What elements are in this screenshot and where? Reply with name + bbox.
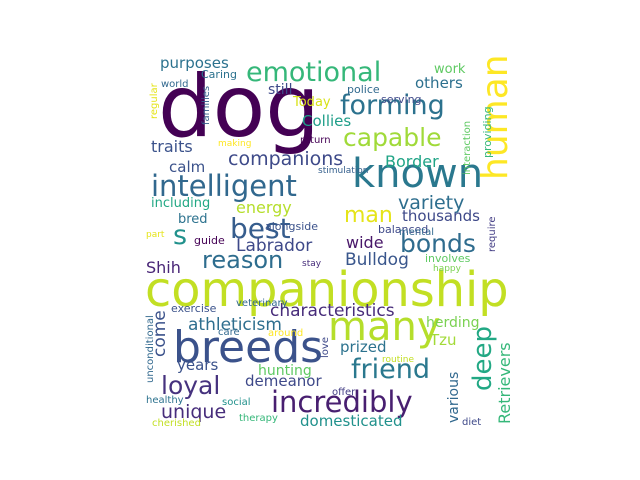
word-police: police (347, 83, 380, 96)
word-cherished: cherished (152, 418, 201, 429)
word-capable: capable (343, 123, 441, 152)
word-families: families (201, 86, 212, 125)
word-unconditional: unconditional (145, 315, 156, 383)
word-characteristics: characteristics (270, 301, 395, 321)
word-making: making (218, 139, 251, 149)
word-mental: mental (399, 227, 434, 238)
word-happy: happy (433, 264, 462, 274)
word-routine: routine (382, 355, 414, 365)
word-regular: regular (149, 82, 160, 119)
word-love: love (320, 337, 331, 358)
word-wide: wide (346, 233, 384, 252)
word-today: Today (292, 95, 331, 110)
word-companionship: companionship (145, 263, 509, 318)
word-various: various (446, 372, 462, 423)
word-alongside: alongside (265, 220, 318, 233)
word-world: world (161, 79, 189, 90)
word-balanced: balanced (378, 223, 428, 236)
word-forming: forming (340, 90, 445, 121)
word-part: part (146, 230, 165, 240)
word-return: return (300, 135, 331, 146)
word-thousands: thousands (402, 207, 480, 225)
word-herding: herding (426, 315, 480, 331)
word-therapy: therapy (239, 413, 278, 424)
word-caring: Caring (201, 68, 237, 81)
word-providing: providing (481, 106, 494, 158)
word-intelligent: intelligent (151, 169, 297, 203)
word-reason: reason (202, 246, 283, 274)
word-best: best (230, 212, 291, 245)
word-incredibly: incredibly (271, 385, 413, 419)
word-dog: dog (158, 57, 320, 157)
word-work: work (434, 62, 466, 77)
word-human: human (475, 54, 516, 180)
word-loyal: loyal (161, 371, 220, 400)
word-require: require (487, 216, 498, 252)
word-prized: prized (340, 338, 386, 356)
word-stay: stay (302, 259, 322, 269)
word-guide: guide (194, 234, 225, 247)
word-retrievers: Retrievers (495, 342, 514, 424)
word-care: care (218, 327, 240, 338)
word-calm: calm (169, 158, 205, 176)
word-exercise: exercise (171, 302, 217, 315)
word-veterinary: veterinary (236, 298, 288, 309)
word-demeanor: demeanor (245, 372, 322, 390)
word-years: years (177, 356, 218, 374)
word-tzu: Tzu (429, 331, 457, 349)
word-interaction: interaction (462, 121, 473, 175)
word-including: including (151, 196, 210, 211)
word-many: many (328, 304, 441, 350)
word-border: Border (385, 152, 439, 171)
word-emotional: emotional (246, 57, 381, 88)
word-around: around (268, 328, 303, 339)
word-variety: variety (398, 192, 464, 214)
word-bulldog: Bulldog (345, 250, 409, 270)
word-man: man (344, 203, 393, 228)
word-still: still (268, 82, 292, 98)
word-healthy: healthy (146, 395, 184, 406)
word-known: known (352, 151, 483, 197)
word-traits: traits (151, 137, 193, 156)
word-friend: friend (351, 354, 430, 385)
word-offer: offer (332, 387, 356, 398)
word-shih: Shih (146, 258, 181, 277)
word-diet: diet (462, 417, 481, 428)
word-deep: deep (468, 326, 498, 391)
word-collies: Collies (302, 112, 351, 130)
word-labrador: Labrador (236, 236, 312, 256)
word-s: s (173, 220, 187, 251)
word-bred: bred (178, 212, 208, 227)
word-domesticated: domesticated (300, 412, 402, 430)
word-hunting: hunting (258, 363, 312, 379)
word-come: come (150, 310, 170, 357)
word-stimulation: stimulation (318, 166, 368, 176)
word-involves: involves (425, 252, 471, 265)
word-companions: companions (228, 148, 343, 170)
word-bonds: bonds (400, 229, 476, 258)
word-energy: energy (236, 198, 292, 217)
word-breeds: breeds (173, 322, 323, 373)
word-others: others (415, 74, 463, 92)
word-athleticism: athleticism (188, 315, 282, 335)
word-serving: serving (381, 93, 422, 106)
word-unique: unique (161, 401, 226, 423)
word-purposes: purposes (160, 54, 229, 72)
word-social: social (222, 397, 251, 408)
